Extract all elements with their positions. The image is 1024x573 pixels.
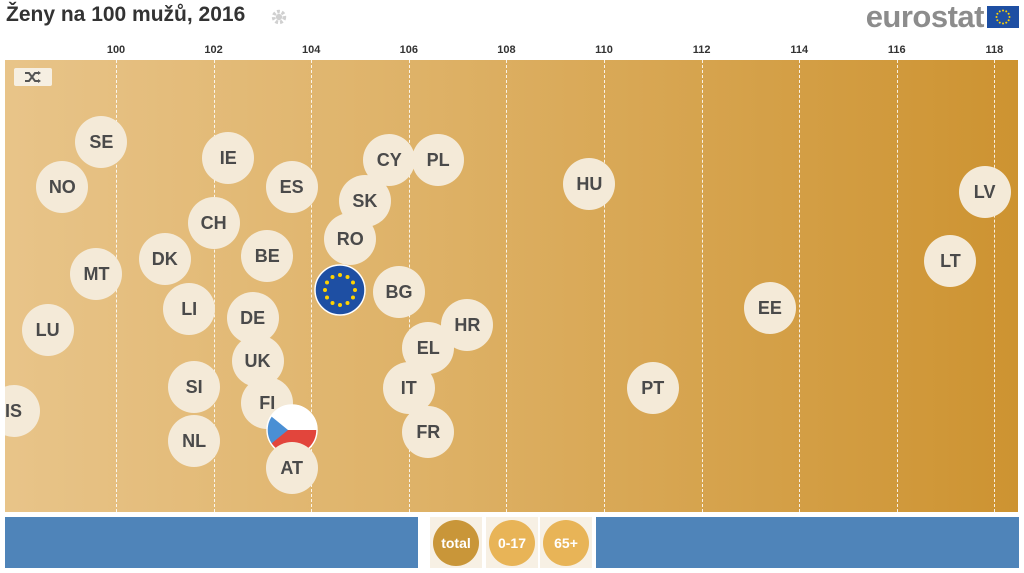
gridline [896, 60, 898, 512]
gridline [506, 60, 508, 512]
country-bubble-mt[interactable]: MT [70, 248, 123, 300]
x-tick-label: 116 [887, 44, 906, 56]
eu-flag-icon [987, 6, 1019, 28]
age-0-17-button[interactable]: 0-17 [489, 520, 535, 566]
country-bubble-ie[interactable]: IE [202, 132, 255, 184]
gridline [604, 60, 605, 512]
country-bubble-se[interactable]: SE [75, 116, 128, 168]
x-tick-label: 100 [106, 44, 126, 56]
country-bubble-si[interactable]: SI [168, 361, 221, 413]
country-bubble-cy[interactable]: CY [363, 134, 416, 186]
country-bubble-be[interactable]: BE [241, 230, 294, 282]
country-bubble-ro[interactable]: RO [324, 213, 377, 265]
shuffle-button[interactable] [14, 68, 52, 86]
plot-area: SE NO IE ES CY PL SK HU LV CH RO DK BE MT LT BG LI DE EE HR… [5, 60, 1018, 512]
country-bubble-it[interactable]: IT [382, 362, 435, 414]
gridline [213, 60, 215, 512]
x-tick-label: 108 [497, 44, 516, 56]
chart-title: Ženy na 100 mužů, 2016 [6, 3, 246, 26]
country-bubble-hu[interactable]: HU [563, 158, 616, 210]
country-bubble-ch[interactable]: CH [187, 197, 240, 249]
gridline [311, 60, 313, 512]
total-button[interactable]: total [433, 520, 479, 566]
country-bubble-ee[interactable]: EE [743, 282, 796, 334]
gridline [799, 60, 801, 512]
shuffle-icon [25, 71, 41, 83]
x-tick-label: 104 [302, 44, 321, 56]
eu-flag-icon[interactable] [314, 264, 367, 316]
x-tick-label: 102 [204, 44, 223, 56]
country-bubble-bg[interactable]: BG [373, 266, 426, 318]
country-bubble-lu[interactable]: LU [21, 304, 74, 356]
gridline [994, 60, 996, 512]
country-bubble-pt[interactable]: PT [626, 362, 679, 414]
country-bubble-li[interactable]: LI [163, 283, 216, 335]
control-bar-right [596, 517, 1019, 568]
x-tick-label: 114 [790, 44, 809, 56]
country-bubble-nl[interactable]: NL [168, 415, 221, 467]
x-tick-label: 112 [692, 44, 711, 56]
age-65-plus-button[interactable]: 65+ [543, 520, 589, 566]
country-bubble-no[interactable]: NO [36, 161, 89, 213]
country-bubble-dk[interactable]: DK [138, 233, 191, 285]
country-bubble-es[interactable]: ES [265, 161, 318, 213]
eurostat-logo[interactable]: eurostat [865, 0, 985, 34]
gear-icon[interactable] [270, 8, 288, 26]
x-tick-label: 110 [595, 44, 613, 56]
country-bubble-el[interactable]: EL [402, 322, 455, 374]
control-bar-left [5, 517, 418, 568]
x-tick-label: 118 [985, 44, 1004, 56]
country-bubble-fr[interactable]: FR [402, 406, 455, 458]
country-bubble-at[interactable]: AT [265, 442, 318, 494]
country-bubble-lv[interactable]: LV [958, 166, 1011, 218]
x-tick-label: 106 [399, 44, 418, 56]
gridline [701, 60, 703, 512]
country-bubble-is[interactable]: IS [5, 385, 40, 437]
country-bubble-pl[interactable]: PL [412, 134, 465, 186]
country-bubble-lt[interactable]: LT [924, 235, 977, 287]
